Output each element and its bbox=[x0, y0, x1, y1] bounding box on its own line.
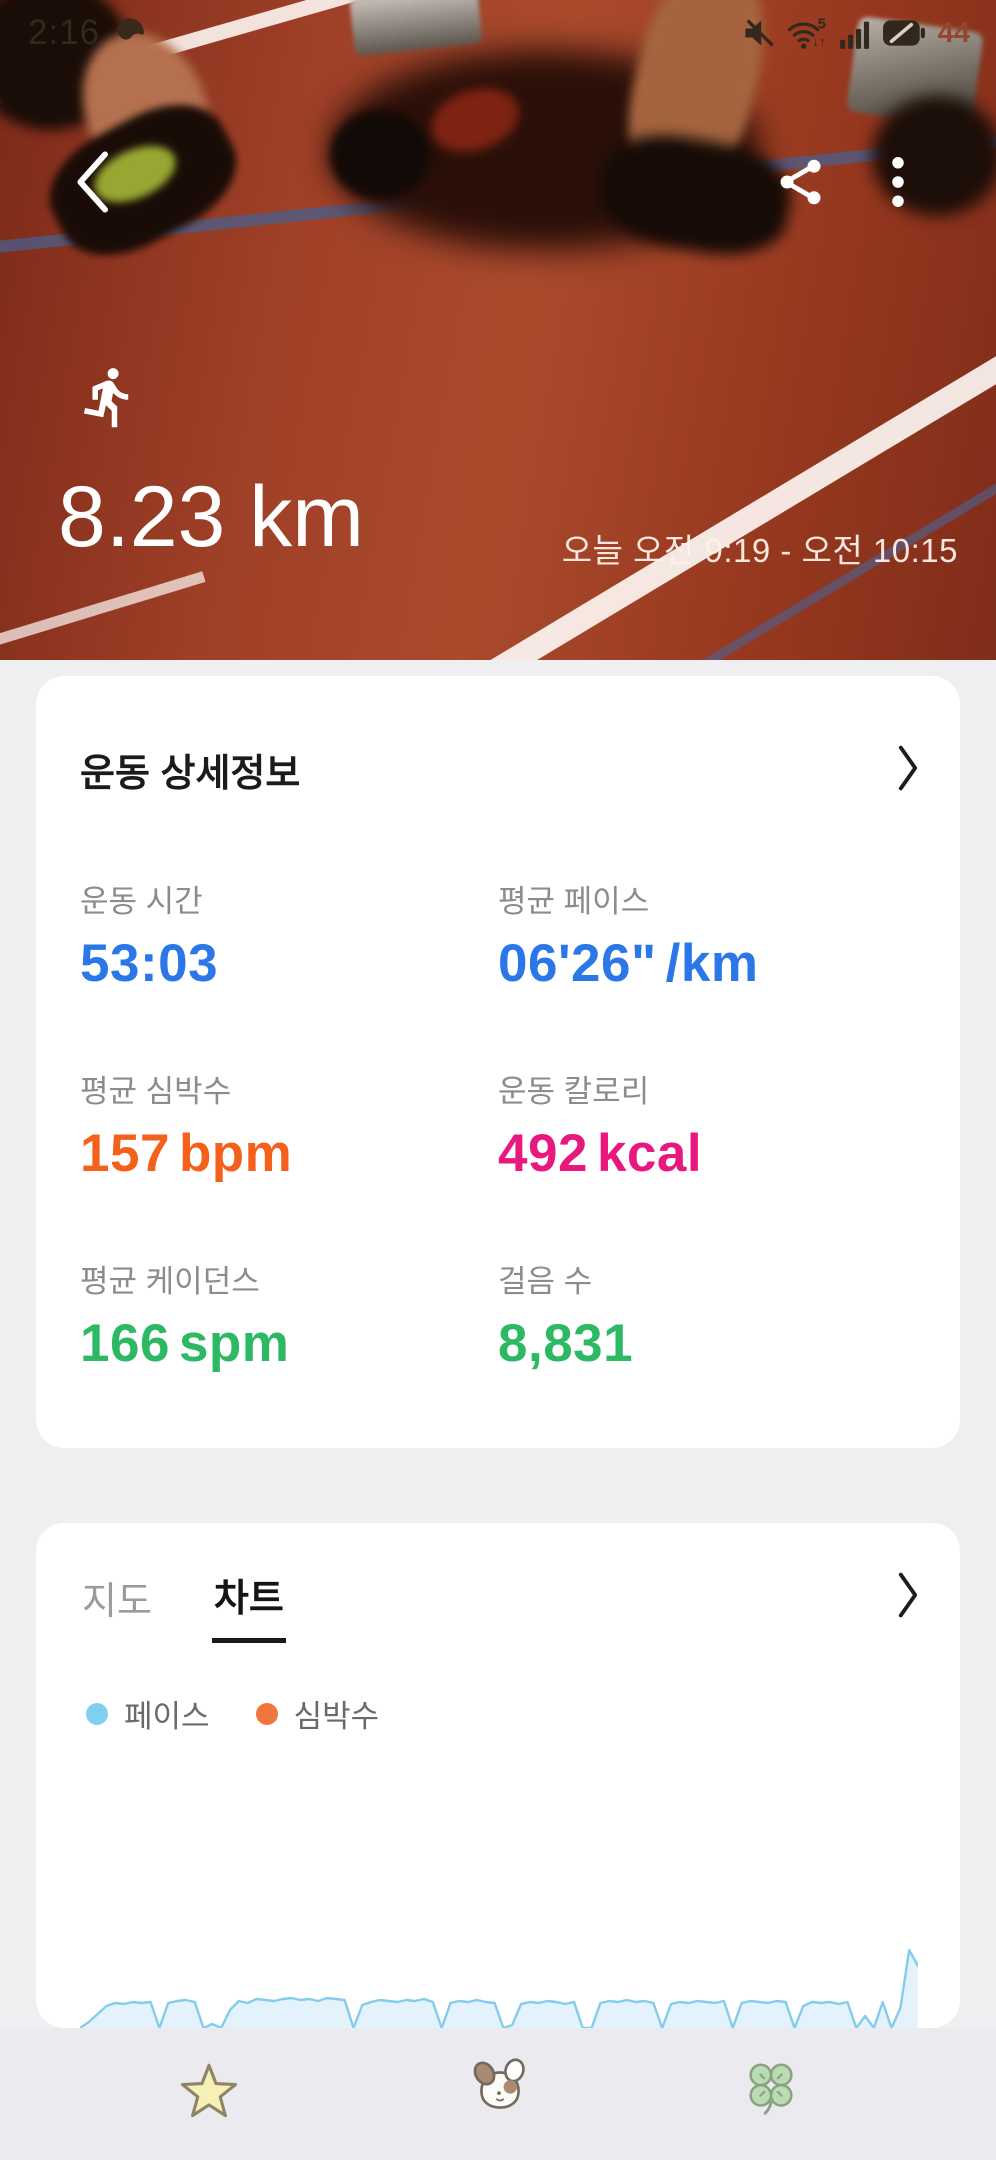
session-time-range: 오늘 오전 9:19 - 오전 10:15 bbox=[561, 532, 958, 569]
pace-area-chart bbox=[80, 1948, 918, 2028]
map-chart-tabs: 지도 차트 bbox=[80, 1567, 286, 1643]
map-chart-card: 지도 차트 페이스 심박수 bbox=[36, 1523, 960, 2028]
mute-icon bbox=[745, 19, 774, 47]
details-card-open-button[interactable] bbox=[890, 740, 926, 799]
more-dots-icon bbox=[892, 156, 904, 207]
svg-text:5: 5 bbox=[818, 17, 826, 33]
legend-heart-rate: 심박수 bbox=[255, 1691, 379, 1736]
chart-legend: 페이스 심박수 bbox=[86, 1691, 379, 1736]
pace-chart bbox=[80, 1928, 918, 2028]
star-icon bbox=[180, 2063, 238, 2117]
weather-icon bbox=[117, 18, 144, 40]
stat-step-count: 걸음 수 8,831 bbox=[498, 1264, 634, 1373]
pace-legend-dot bbox=[86, 1702, 108, 1725]
hero: 2:16 5 ↓↑ bbox=[0, 0, 996, 660]
nav-back-button[interactable] bbox=[737, 2054, 805, 2126]
dog-icon bbox=[473, 2057, 525, 2109]
legend-pace: 페이스 bbox=[86, 1691, 210, 1736]
details-card: 운동 상세정보 운동 시간 53:03 평균 페이스 06'26"/km 평균 … bbox=[36, 676, 960, 1448]
signal-icon bbox=[839, 21, 869, 49]
clover-icon bbox=[749, 2063, 793, 2115]
stats-grid: 운동 시간 53:03 평균 페이스 06'26"/km 평균 심박수 157 b… bbox=[80, 884, 916, 1376]
stat-avg-heart-rate: 평균 심박수 157 bpm bbox=[80, 1074, 293, 1183]
details-card-title: 운동 상세정보 bbox=[80, 753, 301, 795]
chart-card-open-button[interactable] bbox=[890, 1567, 926, 1626]
tab-chart[interactable]: 차트 bbox=[211, 1567, 286, 1643]
stat-calories: 운동 칼로리 492 kcal bbox=[498, 1074, 703, 1183]
share-button[interactable] bbox=[766, 148, 836, 218]
nav-recents-button[interactable] bbox=[175, 2054, 243, 2126]
more-options-button[interactable] bbox=[868, 148, 928, 218]
distance-value: 8.23 km bbox=[58, 469, 364, 565]
hero-photo bbox=[0, 0, 996, 660]
battery-percent: 44 bbox=[937, 16, 970, 49]
status-bar: 2:16 5 ↓↑ bbox=[28, 10, 970, 56]
stat-duration: 운동 시간 53:03 bbox=[80, 884, 219, 993]
running-icon bbox=[83, 368, 129, 428]
back-chevron-icon bbox=[77, 150, 108, 213]
nav-home-button[interactable] bbox=[466, 2054, 534, 2126]
heart-rate-legend-dot bbox=[255, 1702, 278, 1725]
stat-avg-cadence: 평균 케이던스 166 spm bbox=[80, 1264, 290, 1373]
svg-text:↓↑: ↓↑ bbox=[812, 34, 825, 49]
back-button[interactable] bbox=[56, 140, 128, 226]
share-icon bbox=[780, 159, 821, 204]
wifi-icon: 5 ↓↑ bbox=[787, 17, 826, 49]
tab-map[interactable]: 지도 bbox=[80, 1567, 154, 1643]
battery-icon bbox=[882, 20, 925, 46]
stat-avg-pace: 평균 페이스 06'26"/km bbox=[498, 884, 759, 993]
navigation-bar bbox=[0, 2028, 996, 2160]
chevron-right-icon bbox=[898, 1572, 918, 1618]
chevron-right-icon bbox=[898, 745, 918, 791]
status-time: 2:16 bbox=[28, 13, 101, 52]
